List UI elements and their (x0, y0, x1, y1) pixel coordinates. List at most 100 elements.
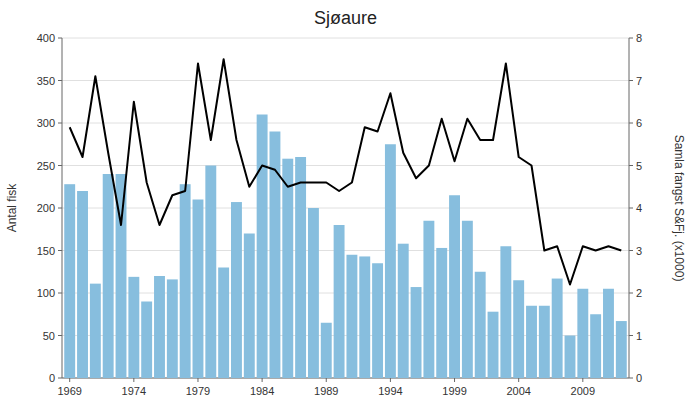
grid-line (62, 123, 629, 124)
x-tick-label: 2009 (571, 385, 595, 397)
y-tick-label: 400 (37, 32, 55, 44)
bar (462, 221, 473, 378)
grid-line (62, 38, 629, 39)
x-tick-label: 1974 (122, 385, 146, 397)
y2-tick (629, 38, 633, 39)
bar (257, 115, 268, 379)
x-tick-label: 2004 (506, 385, 530, 397)
bar (346, 255, 357, 378)
y-tick-label: 300 (37, 117, 55, 129)
y2-tick (629, 250, 633, 251)
y2-tick (629, 293, 633, 294)
y2-tick-label: 4 (636, 202, 642, 214)
line (70, 59, 622, 284)
bar (449, 195, 460, 378)
x-tick (518, 378, 519, 382)
y-tick (58, 250, 62, 251)
marks (64, 59, 627, 378)
y2-tick-label: 1 (636, 330, 642, 342)
y-tick-label: 50 (43, 330, 55, 342)
x-tick-label: 1979 (186, 385, 210, 397)
bar (526, 306, 537, 378)
x-tick (390, 378, 391, 382)
y2-tick (629, 123, 633, 124)
y2-tick (629, 80, 633, 81)
x-tick (197, 378, 198, 382)
bar (552, 279, 563, 378)
bar (231, 202, 242, 378)
grid (62, 38, 629, 378)
y-tick-label: 100 (37, 287, 55, 299)
y-tick (58, 165, 62, 166)
bar (244, 234, 255, 379)
bar (359, 256, 370, 378)
bar (282, 159, 293, 378)
y2-tick-label: 3 (636, 245, 642, 257)
bar (488, 312, 499, 378)
grid-line (62, 165, 629, 166)
y-tick (58, 38, 62, 39)
y-axis-line (62, 38, 63, 378)
y2-tick-label: 0 (636, 372, 642, 384)
bar (423, 221, 434, 378)
x-tick (69, 378, 70, 382)
axes: 0 50 100 150 200 250 300 350 400 0 1 2 3 4 5 6 7 8 1969 197… (37, 32, 642, 397)
bar (218, 268, 229, 379)
y2-tick-label: 5 (636, 160, 642, 172)
bar (334, 225, 345, 378)
y2-tick (629, 165, 633, 166)
y2-tick-label: 7 (636, 75, 642, 87)
bar (398, 244, 409, 378)
y-axis-label: Antal fisk (5, 183, 19, 233)
y2-axis-line (629, 38, 630, 378)
y-tick-label: 200 (37, 202, 55, 214)
bar (577, 289, 588, 378)
bar (565, 336, 576, 379)
x-tick (262, 378, 263, 382)
y-tick (58, 80, 62, 81)
bar (475, 272, 486, 378)
bar (64, 184, 75, 378)
bar (193, 200, 204, 379)
bar (513, 280, 524, 378)
y-tick (58, 123, 62, 124)
chart: 0 50 100 150 200 250 300 350 400 0 1 2 3 4 5 6 7 8 1969 197… (0, 0, 691, 408)
bar (128, 277, 139, 378)
y2-tick (629, 208, 633, 209)
y-tick (58, 293, 62, 294)
bar (295, 157, 306, 378)
y-tick (58, 378, 62, 379)
bar (436, 248, 447, 378)
y-tick-label: 350 (37, 75, 55, 87)
y2-tick-label: 6 (636, 117, 642, 129)
y-tick-label: 150 (37, 245, 55, 257)
grid-line (62, 80, 629, 81)
grid-line (62, 208, 629, 209)
bar (603, 289, 614, 378)
y-tick (58, 208, 62, 209)
y-tick-label: 0 (49, 372, 55, 384)
x-tick-label: 1994 (378, 385, 402, 397)
bar (154, 276, 165, 378)
x-tick-label: 1999 (442, 385, 466, 397)
bar (372, 263, 383, 378)
bar (167, 279, 178, 378)
y2-tick-label: 8 (636, 32, 642, 44)
y2-tick (629, 378, 633, 379)
bar (411, 287, 422, 378)
x-tick (582, 378, 583, 382)
bar (103, 174, 114, 378)
x-tick-label: 1969 (57, 385, 81, 397)
y2-tick (629, 335, 633, 336)
y-tick-label: 250 (37, 160, 55, 172)
bar (321, 323, 332, 378)
bar (590, 314, 601, 378)
x-tick-label: 1984 (250, 385, 274, 397)
y2-tick-label: 2 (636, 287, 642, 299)
bar (77, 191, 88, 378)
x-tick (326, 378, 327, 382)
bar (308, 208, 319, 378)
y-tick (58, 335, 62, 336)
bar (90, 284, 101, 378)
x-tick (454, 378, 455, 382)
